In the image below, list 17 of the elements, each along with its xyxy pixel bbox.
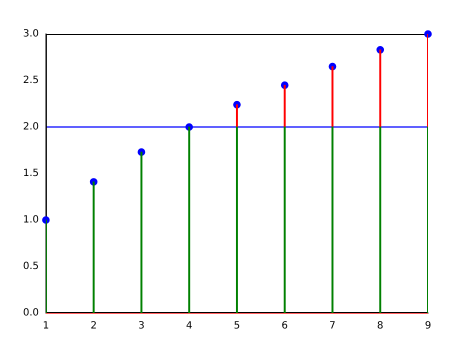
- x-tick-label: 5: [234, 320, 240, 332]
- x-tick-label: 9: [424, 320, 432, 332]
- point: [424, 30, 432, 38]
- y-tick-label: 3.0: [22, 28, 39, 40]
- y-tick-label: 1.5: [22, 168, 39, 180]
- x-tick-label: 4: [186, 320, 192, 332]
- y-tick-label: 0.5: [22, 261, 39, 272]
- x-tick-label: 6: [282, 320, 288, 332]
- y-tick-label: 2.5: [22, 75, 39, 86]
- y-tick-label: 2.0: [22, 122, 39, 133]
- x-tick-label: 2: [90, 320, 97, 332]
- y-tick-label: 0.0: [22, 308, 39, 319]
- x-tick-label: 7: [329, 320, 336, 332]
- x-tick-label: 3: [138, 320, 145, 332]
- x-tick-label: 8: [377, 320, 384, 332]
- y-tick-label: 1.0: [22, 214, 39, 226]
- x-tick-label: 1: [42, 320, 50, 332]
